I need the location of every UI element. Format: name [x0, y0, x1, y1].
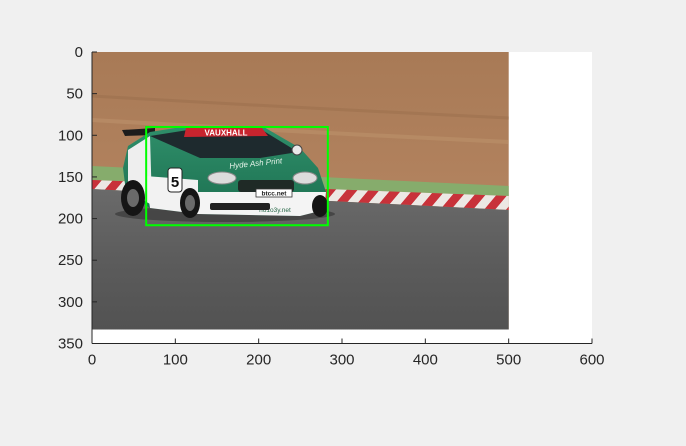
plate-text: btcc.net [262, 191, 288, 198]
y-tick-label: 300 [58, 294, 83, 311]
x-tick-label: 600 [579, 352, 604, 369]
left-headlight [207, 171, 237, 185]
y-tick-label: 150 [58, 169, 83, 186]
race-number: 5 [171, 174, 179, 191]
wing-mirror [291, 144, 303, 156]
x-tick-label: 0 [88, 352, 96, 369]
y-tick-label: 100 [58, 127, 83, 144]
asphalt-track [92, 189, 509, 330]
axis-ticks: 0 100 200 300 400 500 600 0 50 100 150 200 250 300 350 [58, 44, 605, 369]
y-tick-label: 350 [58, 336, 83, 353]
x-tick-label: 200 [246, 352, 271, 369]
y-tick-label: 200 [58, 211, 83, 228]
bumper-text: ho1o3y.net [259, 207, 291, 214]
detection-box [145, 125, 329, 227]
y-tick-label: 0 [75, 44, 83, 61]
right-headlight [292, 171, 318, 185]
lower-intake [210, 203, 270, 210]
sponsor-banner: VAUXHALL [205, 129, 248, 138]
y-tick-label: 50 [66, 86, 83, 103]
windscreen [150, 130, 298, 158]
x-tick-label: 400 [413, 352, 438, 369]
front-right-wheel [312, 195, 328, 217]
x-tick-label: 500 [496, 352, 521, 369]
y-tick-label: 250 [58, 252, 83, 269]
race-car: VAUXHALL 5 Hyde Ash Print btcc.net ho1o3… [115, 126, 335, 222]
photo-image: VAUXHALL 5 Hyde Ash Print btcc.net ho1o3… [92, 52, 509, 330]
x-tick-label: 300 [329, 352, 354, 369]
sponsor-banner-bg [184, 128, 268, 137]
x-tick-label: 100 [163, 352, 188, 369]
